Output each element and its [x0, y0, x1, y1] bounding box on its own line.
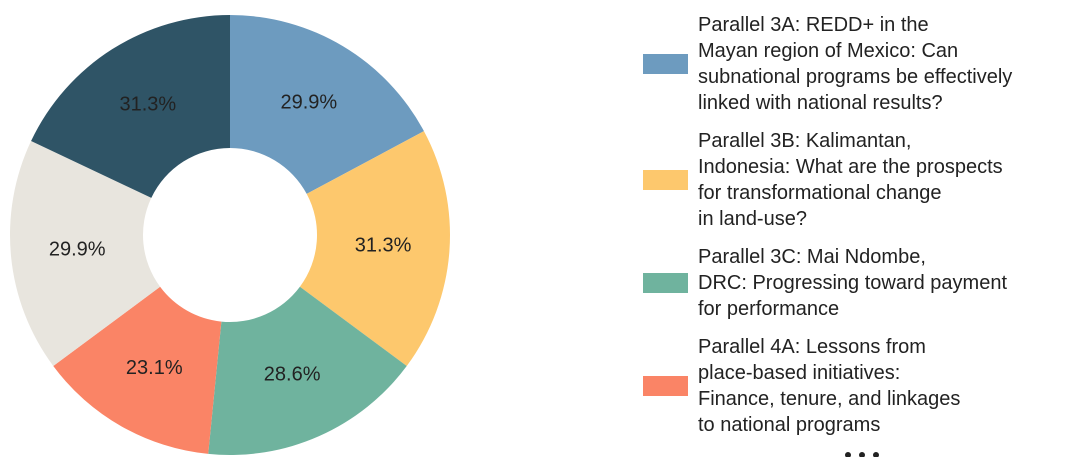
legend: Parallel 3A: REDD+ in the Mayan region o… — [643, 12, 1012, 450]
slice — [230, 15, 424, 194]
legend-entry: Parallel 3A: REDD+ in the Mayan region o… — [643, 12, 1012, 116]
more-dot — [845, 452, 851, 457]
more-dot — [873, 452, 879, 457]
value-label: 23.1% — [126, 357, 183, 379]
slice — [208, 286, 407, 455]
slice — [53, 286, 222, 454]
value-label: 28.6% — [264, 364, 321, 386]
legend-swatch — [643, 170, 688, 190]
value-label: 31.3% — [119, 94, 176, 116]
slice — [299, 131, 450, 367]
legend-swatch — [643, 273, 688, 293]
value-label: 29.9% — [280, 92, 337, 114]
legend-label: Parallel 3B: Kalimantan, Indonesia: What… — [698, 130, 1003, 230]
legend-entry: Parallel 4A: Lessons from place-based in… — [643, 334, 1012, 438]
legend-label: Parallel 3C: Mai Ndombe, DRC: Progressin… — [698, 246, 1008, 320]
more-dot — [859, 452, 865, 457]
value-label: 29.9% — [49, 238, 106, 260]
legend-entry: Parallel 3C: Mai Ndombe, DRC: Progressin… — [643, 244, 1012, 322]
legend-entry: Parallel 3B: Kalimantan, Indonesia: What… — [643, 128, 1012, 232]
legend-swatch — [643, 54, 688, 74]
slice — [10, 141, 161, 367]
legend-label: Parallel 3A: REDD+ in the Mayan region o… — [698, 14, 1013, 114]
legend-label: Parallel 4A: Lessons from place-based in… — [698, 336, 961, 436]
legend-swatch — [643, 376, 688, 396]
value-label: 31.3% — [355, 234, 412, 256]
slice — [31, 14, 230, 198]
